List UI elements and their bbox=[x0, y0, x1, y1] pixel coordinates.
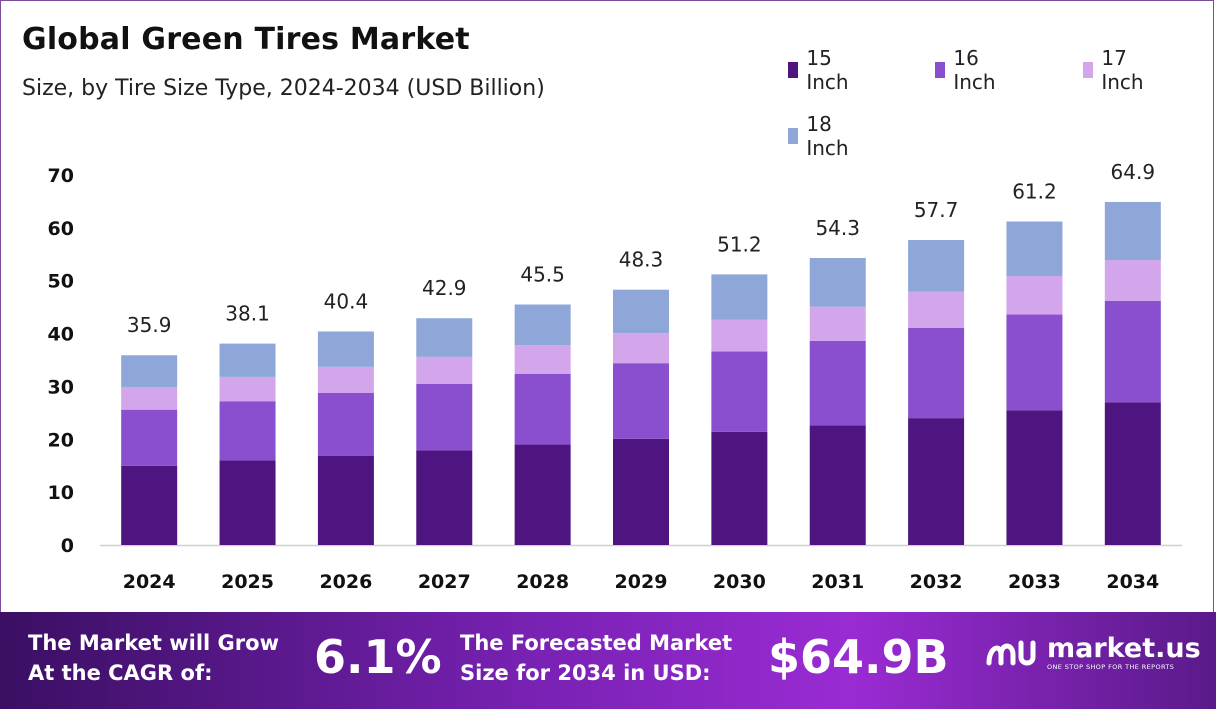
bar-segment-2029-16-inch bbox=[613, 363, 669, 439]
bar-segment-2034-18-inch bbox=[1104, 201, 1161, 261]
y-tick-label-0: 0 bbox=[61, 535, 74, 557]
y-tick-label-40: 40 bbox=[48, 324, 74, 346]
legend-item-16-inch: 16 Inch bbox=[935, 46, 1001, 94]
bar-segment-2024-18-inch bbox=[121, 355, 178, 387]
total-label-2026: 40.4 bbox=[324, 289, 369, 313]
bar-segment-2027-17-inch bbox=[416, 356, 473, 384]
bar-segment-2032-17-inch bbox=[908, 291, 965, 328]
legend-label-16-inch: 16 Inch bbox=[953, 46, 996, 94]
bar-segment-2027-15-inch bbox=[416, 450, 473, 545]
bar-segment-2026-17-inch bbox=[317, 366, 374, 393]
total-label-2034: 64.9 bbox=[1111, 160, 1156, 184]
total-label-2030: 51.2 bbox=[717, 232, 762, 256]
bar-segment-2028-18-inch bbox=[514, 304, 571, 346]
forecast-label: The Forecasted Market Size for 2034 in U… bbox=[460, 631, 733, 685]
bar-segment-2033-17-inch bbox=[1006, 275, 1063, 315]
legend-swatch-18-inch bbox=[788, 128, 799, 144]
bar-segment-2031-16-inch bbox=[809, 340, 866, 426]
y-tick-label-70: 70 bbox=[48, 165, 74, 187]
bar-segment-2033-16-inch bbox=[1006, 314, 1063, 411]
bar-segment-2034-17-inch bbox=[1104, 260, 1161, 301]
bar-segment-2026-15-inch bbox=[317, 455, 374, 545]
bar-segment-2024-16-inch bbox=[121, 409, 178, 466]
y-tick-label-30: 30 bbox=[48, 376, 74, 398]
x-tick-label-2026: 2026 bbox=[319, 571, 372, 593]
logo-name: market.us bbox=[1047, 633, 1201, 664]
y-tick-label-20: 20 bbox=[48, 429, 74, 451]
bar-segment-2025-18-inch bbox=[219, 343, 276, 377]
y-tick-label-10: 10 bbox=[48, 482, 74, 504]
total-label-2033: 61.2 bbox=[1012, 180, 1057, 204]
market-us-logo: market.us ONE STOP SHOP FOR THE REPORTS bbox=[985, 633, 1201, 673]
x-tick-label-2025: 2025 bbox=[221, 571, 274, 593]
legend-item-17-inch: 17 Inch bbox=[1083, 46, 1149, 94]
x-tick-label-2032: 2032 bbox=[910, 571, 963, 593]
chart-title: Global Green Tires Market bbox=[22, 22, 470, 57]
y-tick-label-60: 60 bbox=[48, 218, 74, 240]
legend-label-15-inch: 15 Inch bbox=[806, 46, 849, 94]
total-label-2025: 38.1 bbox=[225, 302, 270, 326]
bar-segment-2024-15-inch bbox=[121, 465, 178, 545]
bar-segment-2033-18-inch bbox=[1006, 221, 1063, 276]
bar-segment-2031-17-inch bbox=[809, 306, 866, 341]
bar-segment-2025-16-inch bbox=[219, 401, 276, 461]
bar-segment-2034-16-inch bbox=[1104, 300, 1161, 403]
x-tick-label-2034: 2034 bbox=[1106, 571, 1159, 593]
bar-segment-2034-15-inch bbox=[1104, 402, 1161, 545]
market-us-logo-icon bbox=[986, 640, 1036, 666]
chart-subtitle: Size, by Tire Size Type, 2024-2034 (USD … bbox=[22, 76, 545, 101]
x-tick-label-2030: 2030 bbox=[713, 571, 766, 593]
stacked-bar-chart: 01020304050607035.9202438.1202540.420264… bbox=[48, 160, 1182, 593]
bar-segment-2029-18-inch bbox=[613, 289, 669, 334]
cagr-value: 6.1% bbox=[314, 630, 442, 684]
bar-segment-2030-16-inch bbox=[711, 351, 768, 432]
bar-segment-2033-15-inch bbox=[1006, 410, 1063, 545]
bar-segment-2032-15-inch bbox=[908, 418, 965, 545]
bar-segment-2030-18-inch bbox=[711, 274, 768, 320]
y-tick-label-50: 50 bbox=[48, 271, 74, 293]
x-tick-label-2033: 2033 bbox=[1008, 571, 1061, 593]
legend-item-15-inch: 15 Inch bbox=[788, 46, 854, 94]
bar-segment-2026-18-inch bbox=[317, 331, 374, 367]
bar-segment-2029-15-inch bbox=[613, 438, 669, 545]
x-tick-label-2024: 2024 bbox=[123, 571, 176, 593]
total-label-2024: 35.9 bbox=[127, 313, 172, 337]
bar-segment-2027-18-inch bbox=[416, 318, 473, 357]
bar-segment-2030-15-inch bbox=[711, 431, 768, 545]
bar-segment-2031-18-inch bbox=[809, 257, 866, 307]
forecast-value: $64.9B bbox=[768, 630, 949, 684]
bar-segment-2026-16-inch bbox=[317, 392, 374, 456]
bar-segment-2024-17-inch bbox=[121, 386, 178, 410]
x-tick-label-2029: 2029 bbox=[615, 571, 668, 593]
bar-segment-2028-17-inch bbox=[514, 345, 571, 374]
bar-segment-2030-17-inch bbox=[711, 319, 768, 352]
legend-swatch-15-inch bbox=[788, 62, 799, 78]
total-label-2032: 57.7 bbox=[914, 198, 959, 222]
total-label-2031: 54.3 bbox=[815, 216, 860, 240]
bar-segment-2029-17-inch bbox=[613, 333, 669, 364]
bar-segment-2025-17-inch bbox=[219, 376, 276, 402]
bar-segment-2027-16-inch bbox=[416, 383, 473, 451]
x-tick-label-2031: 2031 bbox=[811, 571, 864, 593]
logo-tagline: ONE STOP SHOP FOR THE REPORTS bbox=[1047, 663, 1175, 671]
total-label-2029: 48.3 bbox=[619, 248, 664, 272]
bar-segment-2032-18-inch bbox=[908, 240, 965, 292]
legend-item-18-inch: 18 Inch bbox=[788, 112, 854, 160]
bar-segment-2032-16-inch bbox=[908, 327, 965, 419]
bar-segment-2028-16-inch bbox=[514, 373, 571, 445]
total-label-2027: 42.9 bbox=[422, 276, 467, 300]
legend-label-17-inch: 17 Inch bbox=[1101, 46, 1144, 94]
x-tick-label-2028: 2028 bbox=[516, 571, 569, 593]
bar-segment-2031-15-inch bbox=[809, 425, 866, 545]
bar-segment-2028-15-inch bbox=[514, 444, 571, 545]
legend-label-18-inch: 18 Inch bbox=[806, 112, 849, 160]
legend-swatch-17-inch bbox=[1083, 62, 1094, 78]
legend-swatch-16-inch bbox=[935, 62, 946, 78]
bar-segment-2025-15-inch bbox=[219, 460, 276, 545]
total-label-2028: 45.5 bbox=[520, 263, 565, 287]
cagr-label: The Market will Grow At the CAGR of: bbox=[28, 631, 279, 685]
x-tick-label-2027: 2027 bbox=[418, 571, 471, 593]
